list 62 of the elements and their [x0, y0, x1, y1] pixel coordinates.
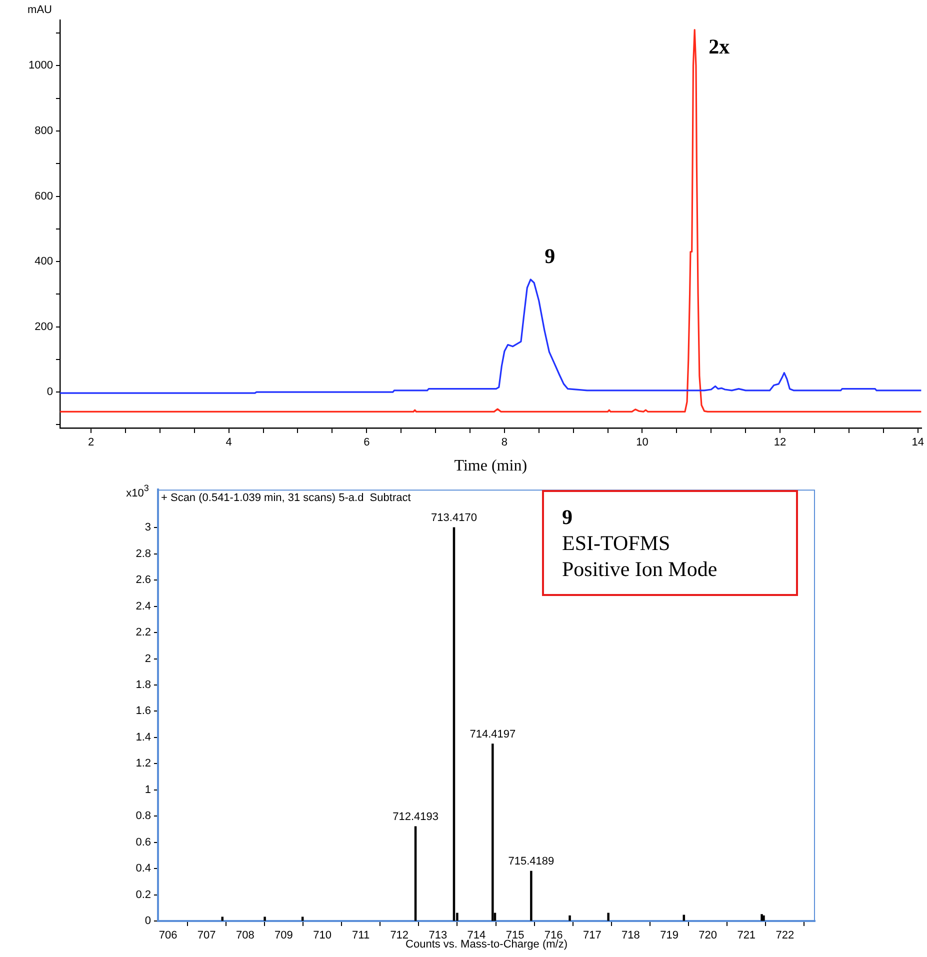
annotation: 714.4197	[470, 728, 516, 741]
y-tick-label: 1000	[28, 60, 53, 72]
y-tick-label: 0	[144, 915, 151, 928]
annotation: 715.4189	[508, 856, 554, 868]
y-tick-label: 0.6	[136, 836, 151, 848]
y-axis-title: mAU	[28, 4, 52, 16]
annotation: 9	[562, 504, 574, 530]
y-tick-label: 2.2	[136, 626, 151, 639]
bar	[530, 870, 532, 921]
x-tick-label: 720	[698, 930, 717, 942]
x-tick-label: 722	[776, 930, 794, 942]
y-tick-label: 2.8	[136, 548, 151, 560]
annotation: Positive Ion Mode	[562, 556, 718, 582]
x-tick-label: 717	[582, 930, 602, 942]
annotation: ESI-TOFMS	[562, 530, 672, 556]
x-tick-label: 706	[158, 930, 178, 942]
x-tick-label: 708	[236, 930, 254, 942]
x-tick-label: 709	[274, 930, 293, 942]
y-tick-label: 400	[34, 256, 53, 268]
x-tick-label: 2	[88, 436, 94, 449]
y-tick-label: 800	[34, 125, 53, 138]
y-tick-label: 0.4	[136, 862, 151, 875]
x-axis-title: Time (min)	[454, 458, 528, 475]
x-tick-label: 707	[197, 930, 216, 942]
bar	[568, 915, 571, 921]
bar	[760, 914, 763, 921]
y-tick-label: 1.4	[136, 731, 151, 744]
y-tick-label: 0	[46, 386, 53, 398]
y-tick-label: 3	[144, 522, 151, 534]
bar	[607, 912, 610, 921]
y-tick-label: 1.6	[136, 705, 151, 718]
bar	[221, 916, 224, 921]
y-tick-label: 600	[34, 190, 53, 202]
bar	[762, 915, 765, 921]
y-tick-label: 200	[34, 320, 53, 333]
annotation: 712.4193	[392, 811, 438, 824]
x-tick-label: 721	[737, 930, 756, 942]
x-tick-label: 718	[622, 930, 640, 942]
y-tick-label: 2.4	[136, 600, 151, 612]
y-tick-label: 1.2	[136, 758, 151, 770]
y-tick-label: 1.8	[136, 679, 151, 692]
y-tick-label: 2	[144, 652, 151, 665]
y-tick-label: 1	[144, 784, 151, 796]
x-tick-label: 12	[774, 436, 786, 449]
x-tick-label: 10	[636, 436, 648, 449]
y-tick-label: 0.2	[136, 888, 151, 901]
bar	[492, 744, 494, 921]
y-tick-label: 2.6	[136, 574, 151, 586]
annotation: 9	[544, 244, 556, 268]
y-tick-label: 0.8	[136, 810, 151, 822]
x-tick-label: 14	[912, 436, 924, 449]
x-tick-label: 710	[313, 930, 332, 942]
x-tick-label: 6	[364, 436, 370, 449]
note-frame: 9 ESI-TOFMS Positive Ion Mode	[542, 490, 798, 596]
chart-title: + Scan (0.541-1.039 min, 31 scans) 5-a.d Subtract	[161, 492, 411, 504]
x-axis-title: Counts vs. Mass-to-Charge (m/z)	[406, 938, 568, 950]
annotation: 713.4170	[431, 512, 477, 524]
x-tick-label: 719	[660, 930, 678, 942]
x-tick-label: 711	[352, 930, 370, 942]
annotation: 2x	[708, 34, 730, 58]
x-tick-label: 4	[226, 436, 232, 449]
x-tick-label: 8	[501, 436, 508, 449]
